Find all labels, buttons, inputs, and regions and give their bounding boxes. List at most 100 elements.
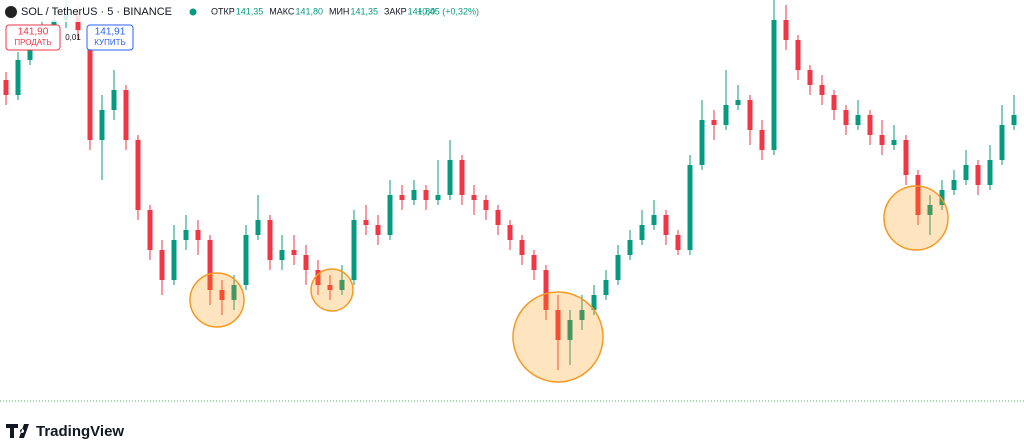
candle-body [987,160,993,185]
candle-body [831,95,837,110]
candle-body [399,195,405,200]
candle-body [291,250,297,255]
candle-body [123,90,129,140]
ohlc-label: МИН [329,6,349,16]
candle-body [915,175,921,215]
candle-body [111,90,117,110]
candle-body [951,180,957,190]
sell-button[interactable] [5,24,61,51]
candle-body [759,130,765,150]
candle-body [903,140,909,175]
candle-body [891,140,897,145]
candle-body [495,210,501,225]
candle-body [663,215,669,235]
candle-body [639,225,645,240]
candle-body [735,100,741,105]
candle-body [723,105,729,125]
candle-body [975,165,981,185]
candle-body [795,40,801,70]
candle-body [375,225,381,235]
candle-body [711,120,717,125]
brand: TradingView [36,423,124,440]
ohlc-label: ОТКР [211,6,235,16]
highlight-circle [310,268,354,312]
candle-body [927,205,933,215]
candle-body [855,115,861,125]
candle-body [87,30,93,140]
candle-body [339,280,345,290]
candle-body [507,225,513,240]
ohlc-value: 141,80 [408,6,436,16]
candle-body [531,255,537,270]
candle-body [411,190,417,200]
header-bg [0,0,515,22]
candle-body [267,220,273,260]
candle-body [279,250,285,260]
candle-body [159,250,165,280]
candle-body [543,270,549,310]
candle-body [519,240,525,255]
candle-body [171,240,177,280]
plot [3,0,1017,370]
candle-body [843,110,849,125]
candle-body [555,310,561,340]
sell-label: ПРОДАТЬ [14,38,51,47]
candle-body [699,120,705,165]
candle-body [147,210,153,250]
candle-body [207,240,213,290]
candle-body [771,20,777,150]
buy-price: 141,91 [95,27,126,38]
candle-body [15,60,21,95]
candle-body [471,195,477,200]
candle-body [747,100,753,130]
candle-body [219,290,225,300]
candle-body [99,110,105,140]
candle-body [363,220,369,225]
status-dot [189,8,197,16]
candle-body [819,85,825,95]
candle-body [435,195,441,200]
brand-logo [6,424,29,438]
candle-body [387,195,393,235]
candle-body [807,70,813,85]
candle-body [27,45,33,60]
candle-body [195,230,201,240]
candle-body [423,190,429,200]
candle-body [579,310,585,320]
candle-body [603,280,609,295]
candle-body [135,140,141,210]
candle-body [651,215,657,225]
highlight-circle [512,291,604,383]
candle-body [183,230,189,240]
candle-body [231,285,237,300]
candle-body [303,255,309,270]
candle-body [243,235,249,285]
highlight-circle [883,185,949,251]
candle-body [1011,115,1017,125]
sell-price: 141,90 [18,27,49,38]
candle-body [315,270,321,285]
candle-body [615,255,621,280]
spread: 0,01 [65,33,81,42]
candle-body [879,135,885,145]
candle-body [3,80,9,95]
ohlc-label: ЗАКР [384,6,407,16]
candle-body [687,165,693,250]
symbol-icon [5,6,17,18]
candle-body [999,125,1005,160]
candle-body [675,235,681,250]
candle-body [867,115,873,135]
buy-label: КУПИТЬ [94,38,125,47]
buy-button[interactable] [86,24,134,51]
ohlc-value: 141,80 [295,6,323,16]
candle-body [459,160,465,195]
candle-body [627,240,633,255]
candle-body [327,285,333,290]
change: +0,45 (+0,32%) [417,6,479,16]
symbol: SOL / TetherUS · 5 · BINANCE [21,6,172,18]
ohlc-value: 141,35 [236,6,264,16]
ohlc-value: 141,35 [350,6,378,16]
highlight-circle [189,272,245,328]
candle-body [963,165,969,180]
